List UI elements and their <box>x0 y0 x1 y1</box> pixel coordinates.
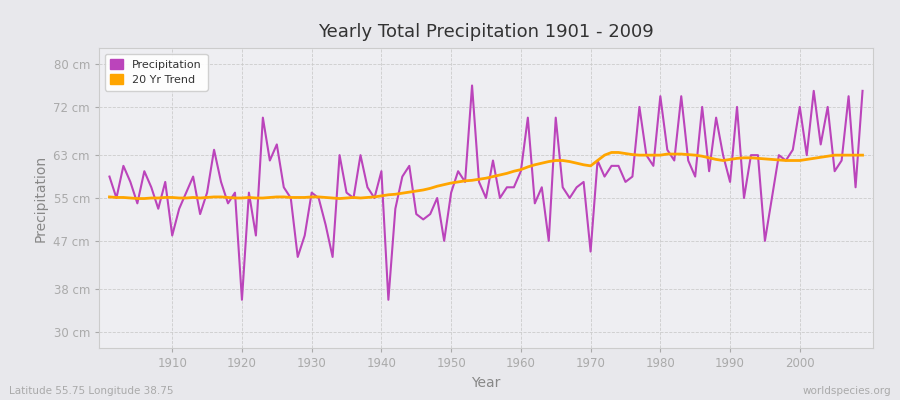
X-axis label: Year: Year <box>472 376 500 390</box>
Legend: Precipitation, 20 Yr Trend: Precipitation, 20 Yr Trend <box>104 54 208 91</box>
Text: worldspecies.org: worldspecies.org <box>803 386 891 396</box>
Y-axis label: Precipitation: Precipitation <box>34 154 48 242</box>
Text: Latitude 55.75 Longitude 38.75: Latitude 55.75 Longitude 38.75 <box>9 386 174 396</box>
Title: Yearly Total Precipitation 1901 - 2009: Yearly Total Precipitation 1901 - 2009 <box>318 23 654 41</box>
